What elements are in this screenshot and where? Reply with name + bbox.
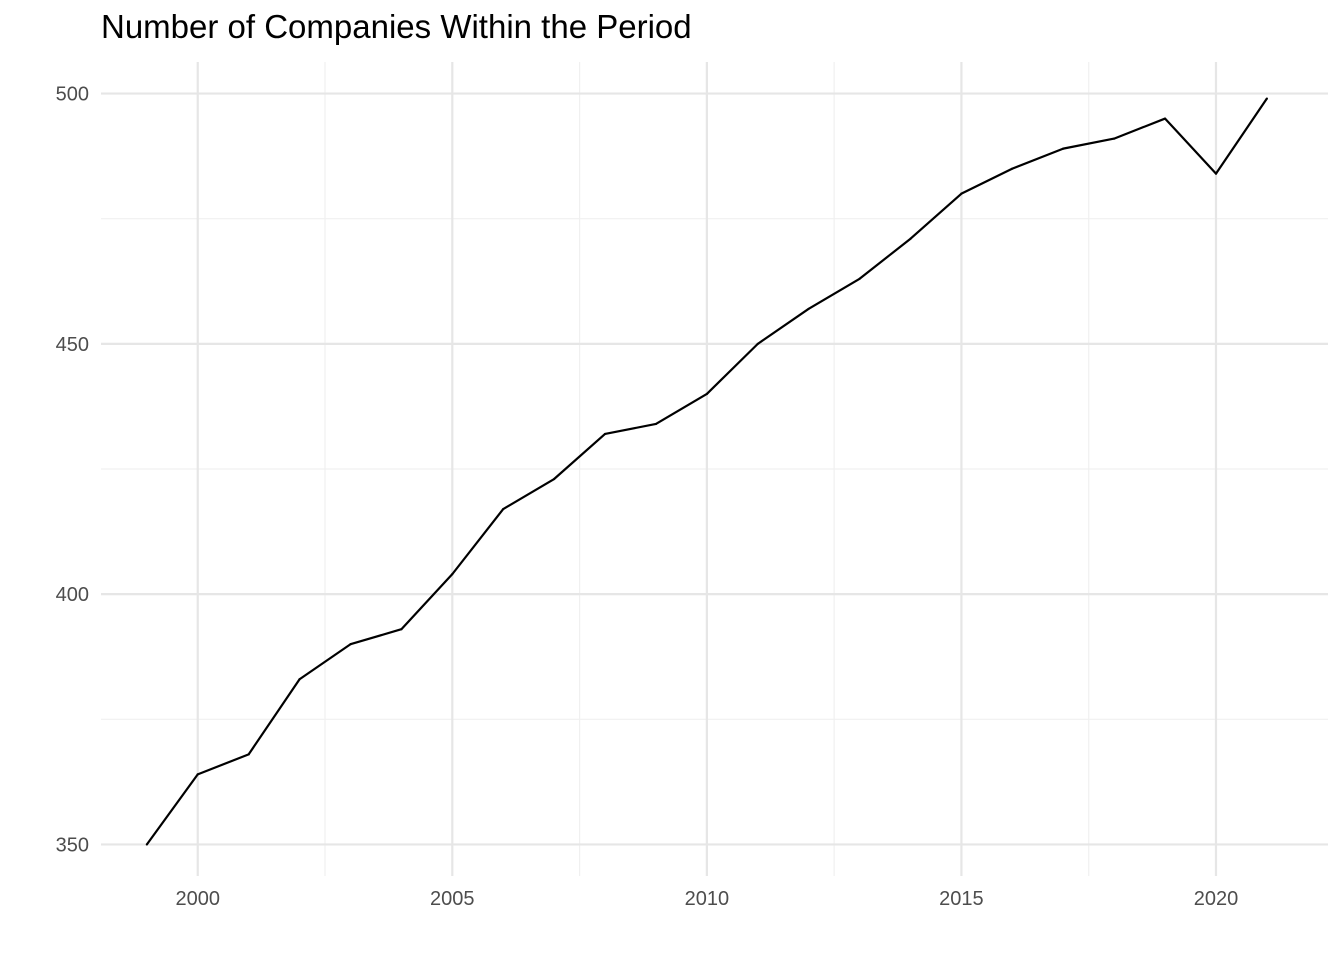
data-point	[960, 192, 963, 195]
data-point	[451, 573, 454, 576]
x-tick-label: 2020	[1194, 888, 1239, 910]
y-tick-label: 350	[56, 834, 89, 856]
x-axis-tick-labels: 2000 2005 2010 2015 2020	[175, 888, 1238, 910]
x-tick-label: 2015	[939, 888, 984, 910]
y-tick-label: 400	[56, 584, 89, 606]
data-point	[705, 392, 708, 396]
x-tick-label: 2005	[430, 888, 475, 910]
chart-title: Number of Companies Within the Period	[101, 8, 692, 45]
y-tick-label: 500	[56, 84, 89, 106]
data-point	[603, 432, 607, 436]
data-point	[909, 237, 912, 240]
data-point	[1062, 147, 1065, 150]
data-point	[349, 643, 352, 646]
y-tick-label: 450	[56, 334, 89, 356]
x-tick-label: 2000	[175, 888, 220, 910]
series-layer	[145, 97, 1269, 846]
x-tick-label: 2010	[685, 888, 730, 910]
data-point	[196, 773, 199, 776]
data-point	[1265, 97, 1269, 100]
data-point	[502, 507, 505, 511]
data-point	[1011, 167, 1014, 170]
data-point	[247, 753, 250, 756]
minor-gridlines	[101, 62, 1328, 876]
data-point	[756, 342, 759, 345]
data-point	[807, 307, 810, 310]
data-point	[1214, 172, 1218, 175]
data-point	[553, 477, 556, 481]
data-point	[654, 422, 658, 426]
data-point	[1113, 137, 1116, 140]
y-axis-tick-labels: 350 400 450 500	[56, 84, 89, 857]
data-point	[858, 277, 861, 280]
data-point	[1163, 117, 1167, 120]
data-point	[145, 843, 148, 846]
data-point	[298, 678, 301, 681]
data-point	[400, 628, 403, 631]
major-gridlines	[101, 62, 1328, 876]
